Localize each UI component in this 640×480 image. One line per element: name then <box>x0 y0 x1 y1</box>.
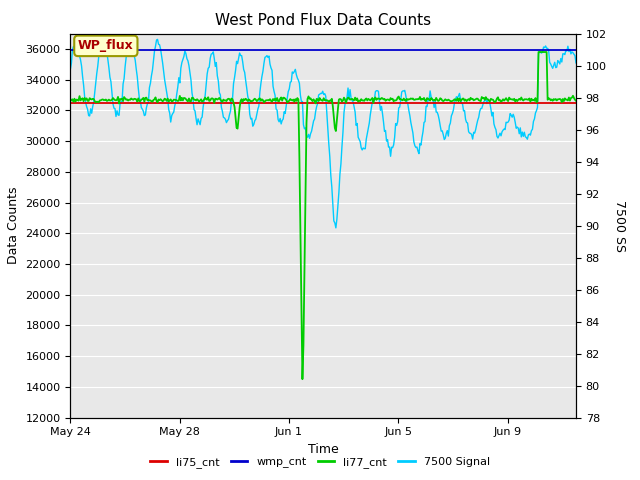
Legend: li75_cnt, wmp_cnt, li77_cnt, 7500 Signal: li75_cnt, wmp_cnt, li77_cnt, 7500 Signal <box>146 452 494 472</box>
Text: WP_flux: WP_flux <box>78 39 134 52</box>
Y-axis label: 7500 SS: 7500 SS <box>613 200 627 252</box>
X-axis label: Time: Time <box>308 443 339 456</box>
Y-axis label: Data Counts: Data Counts <box>7 187 20 264</box>
Title: West Pond Flux Data Counts: West Pond Flux Data Counts <box>215 13 431 28</box>
